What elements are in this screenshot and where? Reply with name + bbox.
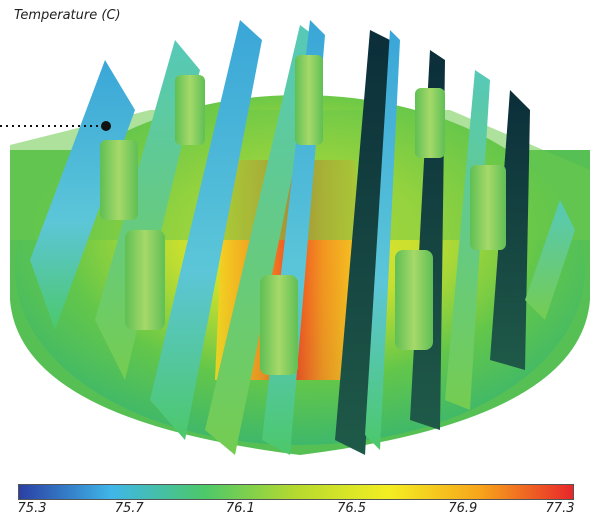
- leader-dot: [101, 121, 111, 131]
- chart-title: Temperature (C): [14, 8, 121, 23]
- color-scale-tick-label: 76.9: [448, 501, 478, 516]
- pins: [100, 55, 506, 375]
- heat-sink-render: [0, 20, 590, 455]
- color-scale-tick-label: 76.5: [337, 501, 367, 516]
- color-scale-bar: [18, 484, 574, 500]
- color-scale-ticks: 75.3 75.7 76.1 76.5 76.9 77.3: [0, 500, 601, 518]
- color-scale-tick-label: 75.3: [17, 501, 47, 516]
- color-scale-tick-label: 75.7: [114, 501, 144, 516]
- color-scale-tick-label: 76.1: [225, 501, 255, 516]
- color-scale-tick-label: 77.3: [545, 501, 575, 516]
